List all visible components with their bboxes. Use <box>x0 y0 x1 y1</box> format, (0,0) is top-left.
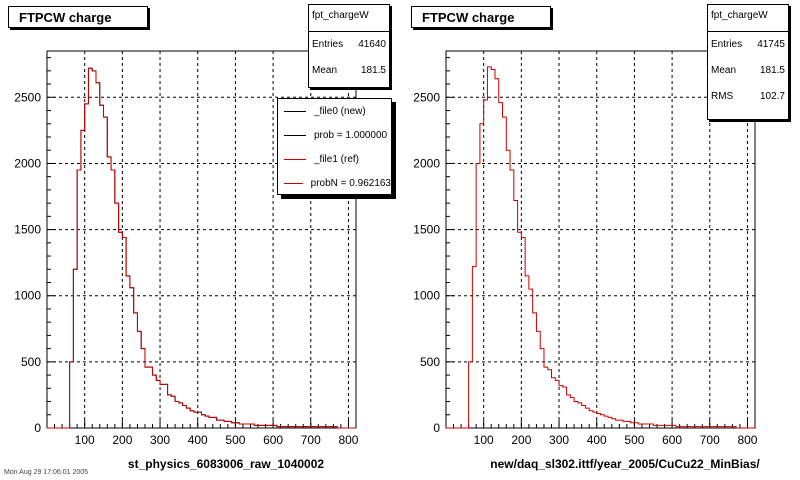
left-histogram-series <box>47 67 356 429</box>
legend-line-swatch <box>284 182 303 184</box>
right-chart-title-text: FTPCW charge <box>422 10 515 25</box>
right-x-tick-label: 400 <box>587 433 607 447</box>
timestamp-footer: Mon Aug 29 17:06:01 2005 <box>4 469 89 476</box>
left-x-tick-label: 200 <box>112 433 132 447</box>
left-x-tick-label: 800 <box>338 433 358 447</box>
right-chart-title: FTPCW charge <box>411 6 551 28</box>
left-y-tick-label: 2500 <box>14 90 41 104</box>
right-stats-box: fpt_chargeW Entries 41745 Mean 181.5 RMS… <box>707 4 789 120</box>
right-stats-value: 41745 <box>757 39 785 50</box>
left-x-tick-label: 700 <box>301 433 321 447</box>
left-chart-title-text: FTPCW charge <box>19 10 112 25</box>
legend-entry: prob = 1.000000 <box>278 123 391 147</box>
legend-label: probN = 0.962163 <box>310 177 391 189</box>
left-legend: _file0 (new) prob = 1.000000 _file1 (ref… <box>277 98 392 195</box>
left-stats-row-entries: Entries 41640 <box>309 32 389 58</box>
left-x-tick-label: 300 <box>150 433 170 447</box>
right-x-tick-label: 800 <box>737 433 757 447</box>
left-y-tick-label: 1500 <box>14 223 41 237</box>
right-x-tick-label: 100 <box>474 433 494 447</box>
left-plot-frame <box>46 50 357 429</box>
legend-line-swatch <box>284 110 306 112</box>
right-histogram-series <box>446 66 755 429</box>
left-x-axis-title: st_physics_6083006_raw_1040002 <box>127 457 325 471</box>
left-stats-value: 181.5 <box>360 65 386 76</box>
left-y-tick-label: 2000 <box>14 156 41 170</box>
right-x-axis-title: new/daq_sl302.ittf/year_2005/CuCu22_MinB… <box>490 457 760 471</box>
left-x-tick-label: 100 <box>75 433 95 447</box>
left-stats-row-mean: Mean 181.5 <box>309 58 389 84</box>
right-x-tick-label: 700 <box>700 433 720 447</box>
left-y-tick-label: 1000 <box>14 289 41 303</box>
right-y-tick-label: 1500 <box>413 223 440 237</box>
right-x-tick-label: 200 <box>511 433 531 447</box>
right-stats-row-rms: RMS 102.7 <box>708 84 788 110</box>
legend-line-swatch <box>284 134 306 136</box>
right-x-tick-label: 300 <box>549 433 569 447</box>
right-y-tick-label: 2000 <box>413 156 440 170</box>
right-y-tick-label: 500 <box>420 355 440 369</box>
right-stats-row-entries: Entries 41745 <box>708 32 788 58</box>
right-stats-value: 102.7 <box>759 91 785 102</box>
legend-entry: probN = 0.962163 <box>278 171 391 194</box>
right-stats-label: RMS <box>711 91 734 102</box>
left-chart-title: FTPCW charge <box>8 6 148 28</box>
left-y-tick-label: 500 <box>21 355 41 369</box>
right-x-tick-label: 600 <box>662 433 682 447</box>
right-plot-frame <box>445 50 756 429</box>
left-stats-label: Entries <box>312 39 344 50</box>
right-stats-label: Entries <box>711 39 743 50</box>
legend-label: prob = 1.000000 <box>314 129 388 141</box>
right-x-tick-label: 500 <box>624 433 644 447</box>
legend-entry: _file1 (ref) <box>278 147 391 171</box>
left-x-tick-label: 500 <box>225 433 245 447</box>
legend-line-swatch <box>284 158 306 160</box>
legend-entry: _file0 (new) <box>278 99 391 123</box>
left-stats-label: Mean <box>312 65 338 76</box>
left-x-tick-label: 600 <box>263 433 283 447</box>
right-y-tick-label: 0 <box>433 421 440 435</box>
legend-label: _file1 (ref) <box>314 153 360 165</box>
right-stats-name: fpt_chargeW <box>708 5 788 32</box>
left-stats-box: fpt_chargeW Entries 41640 Mean 181.5 <box>308 4 390 88</box>
left-y-tick-label: 0 <box>34 421 41 435</box>
left-stats-value: 41640 <box>358 39 386 50</box>
right-stats-value: 181.5 <box>759 65 785 76</box>
right-stats-row-mean: Mean 181.5 <box>708 58 788 84</box>
left-stats-name: fpt_chargeW <box>309 5 389 32</box>
right-y-tick-label: 1000 <box>413 289 440 303</box>
left-x-tick-label: 400 <box>188 433 208 447</box>
right-stats-label: Mean <box>711 65 737 76</box>
legend-label: _file0 (new) <box>314 105 366 117</box>
right-y-tick-label: 2500 <box>413 90 440 104</box>
